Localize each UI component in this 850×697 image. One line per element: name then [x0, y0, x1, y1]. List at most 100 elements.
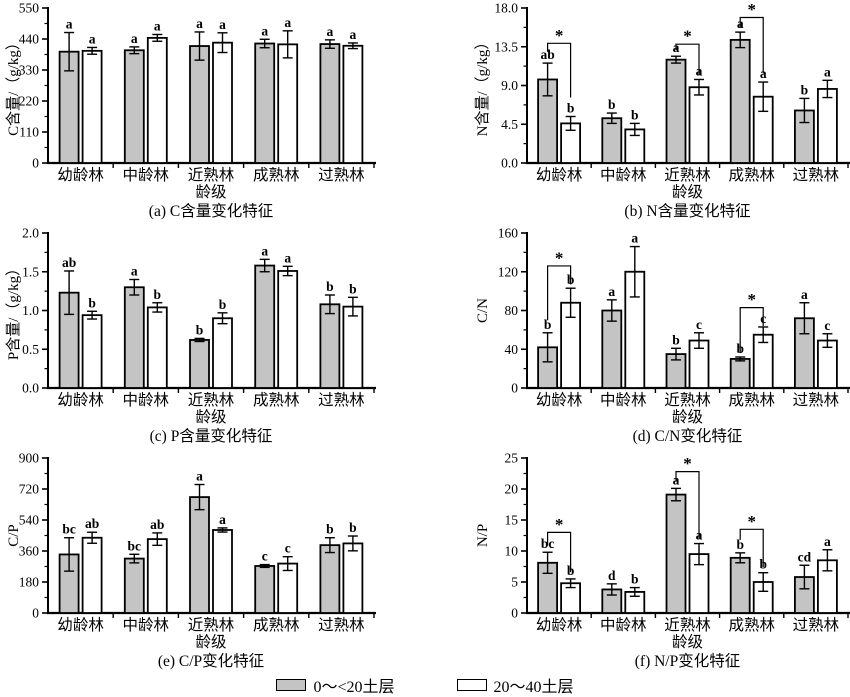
- category-label: 过熟林: [793, 616, 840, 634]
- sig-asterisk: *: [555, 515, 564, 534]
- bar: [729, 358, 751, 389]
- sig-letter: bc: [62, 522, 76, 537]
- bar: [816, 88, 838, 164]
- sig-letter: ab: [62, 255, 76, 270]
- sig-letter: a: [824, 534, 831, 549]
- bar: [342, 305, 364, 389]
- sig-letter: a: [350, 27, 357, 42]
- legend-label-topsoil: 0～<20土层: [313, 678, 395, 696]
- y-tick-label: 5: [511, 575, 518, 590]
- y-tick-label: 360: [19, 544, 40, 559]
- sig-letter: a: [284, 15, 291, 30]
- y-tick-label: 4.5: [501, 117, 518, 132]
- y-tick-label: 0: [511, 381, 518, 396]
- sig-bracket: [547, 531, 572, 573]
- y-tick-label: 900: [19, 451, 40, 466]
- bar: [212, 529, 233, 614]
- category-label: 过熟林: [318, 616, 365, 634]
- y-tick-label: 160: [498, 226, 519, 241]
- sig-letter: c: [285, 541, 291, 556]
- y-tick-label: 20: [505, 482, 519, 497]
- bar: [665, 58, 687, 164]
- y-axis-title: N含量/（g/kg）: [474, 35, 491, 137]
- bar: [665, 493, 687, 614]
- category-label: 成熟林: [728, 616, 775, 634]
- bar: [729, 38, 751, 164]
- y-tick-label: 9.0: [501, 78, 518, 93]
- bar: [189, 339, 210, 389]
- sig-letter: b: [801, 82, 809, 97]
- sig-letter: a: [608, 284, 615, 299]
- panel-caption: (a) C含量变化特征: [149, 202, 273, 220]
- category-label: 中龄林: [123, 616, 170, 634]
- sig-letter: b: [631, 107, 639, 122]
- category-label: 近熟林: [664, 616, 711, 634]
- sig-letter: b: [88, 295, 96, 310]
- panel-caption: (c) P含量变化特征: [150, 427, 273, 445]
- y-tick-label: 180: [19, 575, 40, 590]
- y-tick-label: 13.5: [494, 39, 518, 54]
- bar: [277, 43, 299, 164]
- category-label: 过熟林: [318, 391, 365, 409]
- sig-letter: a: [131, 31, 138, 46]
- sig-letter: a: [66, 17, 73, 32]
- y-tick-label: 0: [511, 606, 518, 621]
- y-tick-label: 40: [505, 342, 519, 357]
- bar: [601, 309, 623, 389]
- sig-letter: a: [261, 243, 268, 258]
- bar: [342, 542, 364, 614]
- sig-letter: b: [326, 522, 334, 537]
- y-axis-title: C/N: [475, 298, 491, 323]
- category-label: 中龄林: [600, 616, 647, 634]
- category-label: 近熟林: [188, 616, 235, 634]
- sig-letter: b: [349, 520, 357, 535]
- sig-letter: b: [219, 297, 227, 312]
- bar: [123, 557, 145, 614]
- y-tick-label: 540: [19, 513, 40, 528]
- sig-asterisk: *: [683, 27, 692, 46]
- sig-letter: a: [219, 512, 226, 527]
- sig-bracket: [675, 43, 700, 76]
- bar: [254, 264, 276, 389]
- bar: [319, 43, 341, 164]
- sig-letter: b: [196, 322, 204, 337]
- y-tick-label: 18.0: [494, 1, 518, 16]
- y-tick-label: 1.0: [22, 303, 39, 318]
- sig-asterisk: *: [747, 0, 756, 19]
- category-label: 中龄林: [123, 166, 170, 184]
- bar: [212, 41, 233, 164]
- sig-asterisk: *: [747, 290, 756, 309]
- category-label: 幼龄林: [536, 616, 583, 634]
- sig-letter: ab: [150, 517, 164, 532]
- bar: [146, 36, 168, 164]
- y-tick-label: 120: [498, 264, 519, 279]
- y-tick-label: 0: [32, 156, 39, 171]
- y-axis-title: C含量/（g/kg）: [5, 35, 22, 136]
- panel-caption: (d) C/N变化特征: [633, 427, 743, 445]
- panel-caption: (e) C/P变化特征: [158, 652, 264, 670]
- x-axis-label: 龄级: [672, 633, 703, 651]
- bar: [146, 306, 168, 389]
- sig-letter: b: [154, 287, 162, 302]
- y-tick-label: 15: [505, 513, 519, 528]
- bar: [81, 314, 103, 389]
- sig-letter: a: [801, 287, 808, 302]
- y-axis-title: N/P: [475, 524, 491, 547]
- bar: [319, 544, 341, 614]
- x-axis-label: 龄级: [672, 408, 703, 426]
- sig-letter: b: [567, 101, 575, 116]
- sig-bracket: [739, 306, 764, 354]
- bar: [81, 49, 103, 164]
- sig-letter: c: [262, 549, 268, 564]
- category-label: 近熟林: [188, 166, 235, 184]
- y-tick-label: 330: [19, 63, 40, 78]
- bar: [342, 44, 364, 164]
- sig-letter: b: [544, 317, 552, 332]
- bar: [254, 565, 276, 614]
- legend: 0～<20土层 20～40土层: [0, 675, 850, 696]
- sig-bracket: [739, 16, 764, 74]
- y-tick-label: 220: [19, 94, 40, 109]
